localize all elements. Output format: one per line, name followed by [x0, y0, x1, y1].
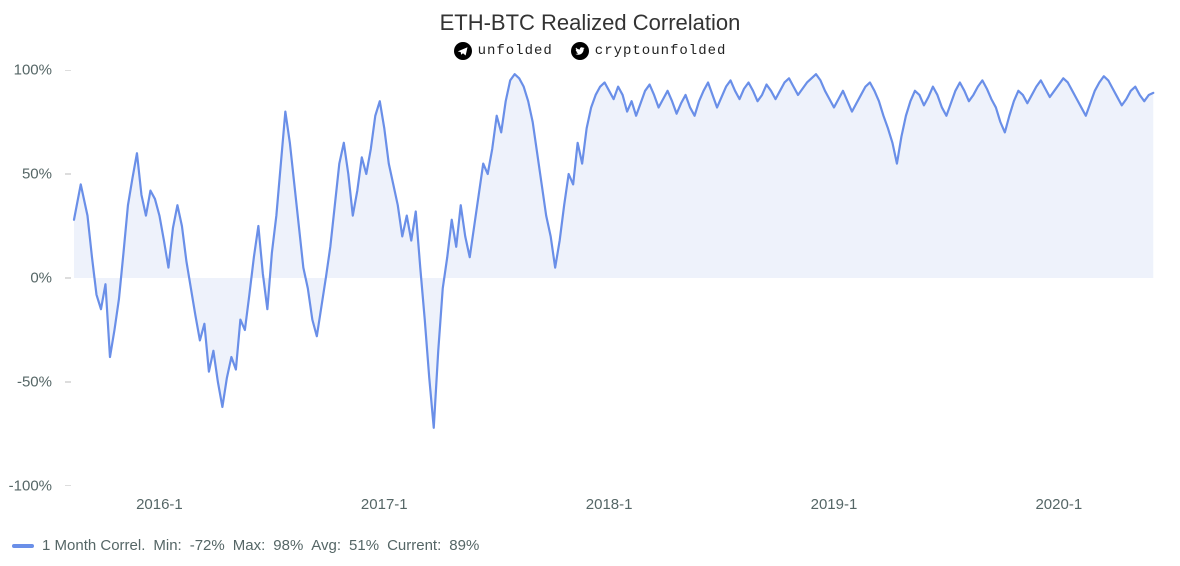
- y-tick-label: 50%: [22, 166, 52, 183]
- y-tick-label: -50%: [17, 374, 52, 391]
- legend-current-value: 89%: [449, 537, 479, 554]
- x-tick-label: 2019-1: [811, 496, 858, 513]
- legend: 1 Month Correl. Min: -72% Max: 98% Avg: …: [12, 537, 479, 554]
- plot-area: [65, 70, 1160, 486]
- legend-current-label: Current:: [387, 537, 441, 554]
- chart-svg: [65, 70, 1160, 486]
- legend-avg-label: Avg:: [311, 537, 341, 554]
- y-tick-label: 100%: [14, 62, 52, 79]
- telegram-icon: [454, 42, 472, 60]
- legend-min-label: Min:: [153, 537, 181, 554]
- x-tick-label: 2020-1: [1035, 496, 1082, 513]
- chart-container: ETH-BTC Realized Correlation unfolded cr…: [0, 0, 1180, 566]
- x-tick-label: 2017-1: [361, 496, 408, 513]
- y-tick-label: 0%: [30, 270, 52, 287]
- legend-min-value: -72%: [190, 537, 225, 554]
- legend-avg-value: 51%: [349, 537, 379, 554]
- telegram-label: unfolded: [478, 43, 553, 59]
- y-axis: 100%50%0%-50%-100%: [0, 70, 60, 486]
- legend-series-name: 1 Month Correl.: [42, 537, 145, 554]
- x-tick-label: 2018-1: [586, 496, 633, 513]
- twitter-icon: [571, 42, 589, 60]
- socials-row: unfolded cryptounfolded: [0, 42, 1180, 60]
- legend-max-value: 98%: [273, 537, 303, 554]
- chart-title: ETH-BTC Realized Correlation: [0, 0, 1180, 36]
- y-tick-label: -100%: [9, 478, 52, 495]
- legend-swatch: [12, 544, 34, 548]
- x-axis: 2016-1 2017-1 2018-1 2019-1 2020-1: [65, 496, 1160, 516]
- telegram-link[interactable]: unfolded: [454, 42, 553, 60]
- legend-max-label: Max:: [233, 537, 266, 554]
- twitter-link[interactable]: cryptounfolded: [571, 42, 727, 60]
- x-tick-label: 2016-1: [136, 496, 183, 513]
- twitter-label: cryptounfolded: [595, 43, 727, 59]
